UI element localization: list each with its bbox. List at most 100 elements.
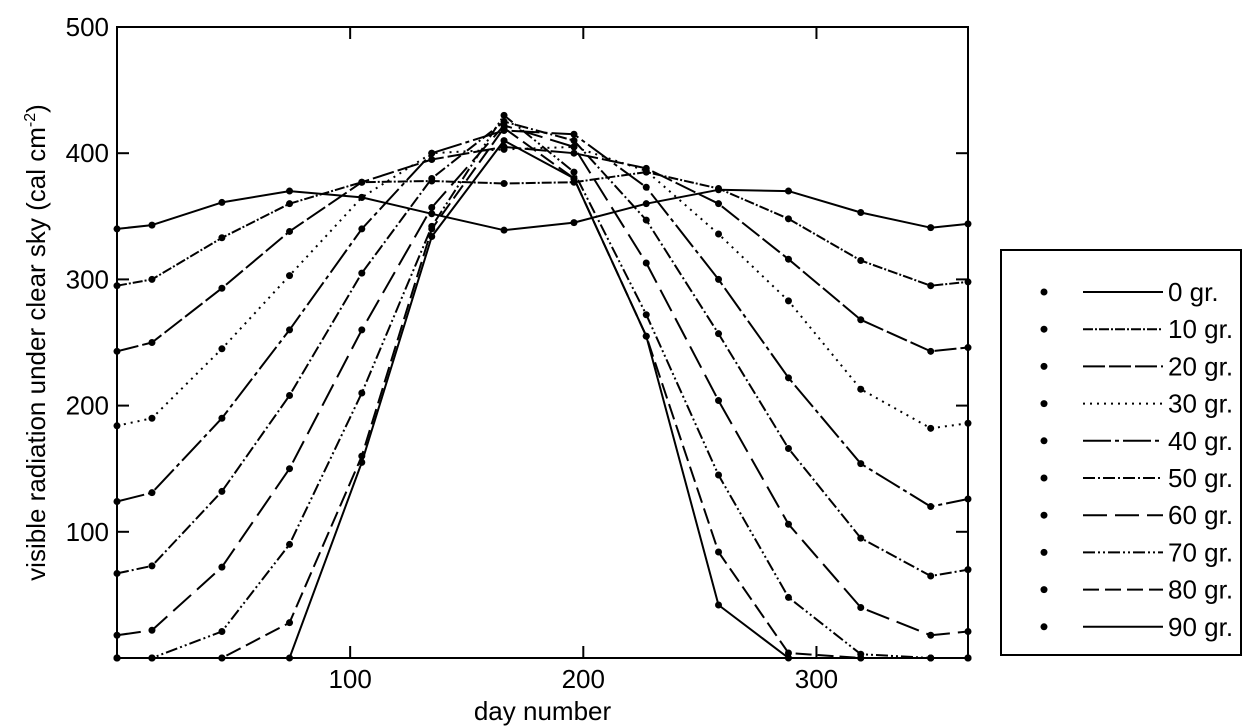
data-point <box>358 452 366 460</box>
data-point <box>570 168 578 176</box>
legend-entry-label: 20 gr. <box>1168 351 1233 381</box>
data-point <box>286 392 294 400</box>
data-point <box>358 458 366 466</box>
legend-marker <box>1040 437 1048 445</box>
ticks-layer: 100 200 300 100 200 300 400 500 <box>66 12 968 694</box>
data-point <box>286 187 294 195</box>
data-point <box>358 178 366 186</box>
legend-marker <box>1040 474 1048 482</box>
data-point <box>286 619 294 627</box>
data-point <box>500 111 508 119</box>
data-point <box>857 534 865 542</box>
data-point <box>715 230 723 238</box>
data-point <box>642 200 650 208</box>
legend-marker <box>1040 325 1048 333</box>
data-point <box>642 311 650 319</box>
data-point <box>428 149 436 157</box>
data-point <box>715 330 723 338</box>
data-point <box>500 145 508 153</box>
data-point <box>148 626 156 634</box>
data-point <box>500 226 508 234</box>
y-tick-label: 100 <box>66 517 109 547</box>
data-point <box>428 225 436 233</box>
data-point <box>286 326 294 334</box>
data-point <box>218 414 226 422</box>
legend-marker <box>1040 548 1048 556</box>
data-point <box>428 174 436 182</box>
series-line <box>117 139 968 659</box>
y-tick-label: 400 <box>66 138 109 168</box>
data-point <box>570 143 578 151</box>
data-point <box>784 297 792 305</box>
legend-marker <box>1040 511 1048 519</box>
legend-entry-label: 0 gr. <box>1168 277 1219 307</box>
points-layer <box>113 111 972 662</box>
data-point <box>857 256 865 264</box>
data-point <box>500 179 508 187</box>
legend-entry-label: 70 gr. <box>1168 537 1233 567</box>
data-point <box>218 487 226 495</box>
y-axis-label-main: visible radiation under clear sky (cal c… <box>21 127 51 581</box>
data-point <box>358 326 366 334</box>
data-point <box>715 200 723 208</box>
y-axis-label-close: ) <box>21 104 51 113</box>
data-point <box>715 397 723 405</box>
legend-marker <box>1040 288 1048 296</box>
data-point <box>358 193 366 201</box>
data-point <box>570 219 578 227</box>
legend-entry-label: 30 gr. <box>1168 389 1233 419</box>
data-point <box>784 187 792 195</box>
legend-entry-label: 10 gr. <box>1168 314 1233 344</box>
data-point <box>570 137 578 145</box>
series-line <box>116 124 969 637</box>
data-point <box>857 385 865 393</box>
series-line <box>116 171 969 287</box>
legend-entry-label: 50 gr. <box>1168 463 1233 493</box>
series-line <box>116 120 969 577</box>
data-point <box>642 216 650 224</box>
legend-marker <box>1040 400 1048 408</box>
data-point <box>286 465 294 473</box>
data-point <box>715 548 723 556</box>
data-point <box>218 234 226 242</box>
data-point <box>857 316 865 324</box>
legend-entry-label: 40 gr. <box>1168 426 1233 456</box>
x-tick-label: 200 <box>562 664 605 694</box>
y-tick-label: 300 <box>66 264 109 294</box>
data-point <box>927 572 935 580</box>
data-point <box>218 284 226 292</box>
data-point <box>642 332 650 340</box>
data-point <box>715 275 723 283</box>
data-point <box>715 185 723 193</box>
data-point <box>642 183 650 191</box>
data-point <box>784 520 792 528</box>
data-point <box>927 224 935 232</box>
data-point <box>218 563 226 571</box>
data-point <box>784 374 792 382</box>
series-line <box>116 129 969 508</box>
data-point <box>148 414 156 422</box>
legend-frame <box>1000 249 1242 656</box>
data-point <box>642 167 650 175</box>
data-point <box>857 209 865 217</box>
data-point <box>857 460 865 468</box>
data-point <box>358 269 366 277</box>
data-point <box>148 275 156 283</box>
data-point <box>148 339 156 346</box>
data-point <box>715 601 723 609</box>
data-point <box>500 124 508 132</box>
x-tick-label: 100 <box>328 664 371 694</box>
data-point <box>148 221 156 229</box>
data-point <box>927 424 935 432</box>
legend-entry-label: 60 gr. <box>1168 500 1233 530</box>
data-point <box>927 347 935 355</box>
series-line <box>116 145 969 430</box>
data-point <box>218 627 226 635</box>
data-point <box>428 156 436 164</box>
series-line <box>117 127 968 659</box>
data-point <box>218 198 226 206</box>
x-tick-label: 300 <box>795 664 838 694</box>
data-point <box>286 200 294 208</box>
series-line <box>116 145 969 353</box>
